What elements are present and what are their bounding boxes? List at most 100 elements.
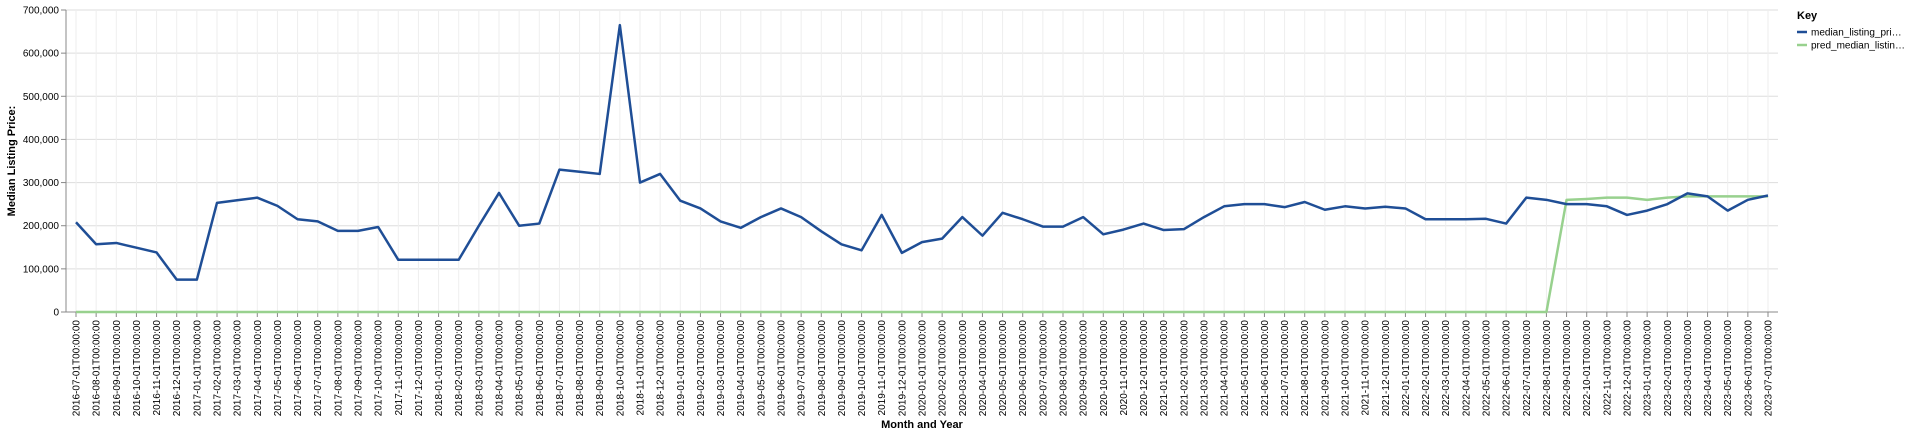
legend-label: pred_median_listin…: [1811, 41, 1905, 52]
x-tick-label: 2019-05-01T00:00:00: [756, 320, 767, 417]
y-tick-label: 400,000: [23, 135, 60, 146]
y-tick-label: 200,000: [23, 221, 60, 232]
y-tick-label: 0: [53, 308, 59, 319]
y-tick-label: 500,000: [23, 92, 60, 103]
x-tick-label: 2018-10-01T00:00:00: [615, 320, 626, 417]
x-tick-label: 2019-02-01T00:00:00: [696, 320, 707, 417]
x-tick-label: 2020-07-01T00:00:00: [1038, 320, 1049, 417]
x-tick-label: 2017-05-01T00:00:00: [273, 320, 284, 417]
x-tick-label: 2017-12-01T00:00:00: [414, 320, 425, 417]
x-tick-label: 2018-01-01T00:00:00: [434, 320, 445, 417]
x-tick-label: 2022-03-01T00:00:00: [1441, 320, 1452, 417]
y-tick-label: 700,000: [23, 6, 60, 17]
x-tick-label: 2023-05-01T00:00:00: [1723, 320, 1734, 417]
x-tick-label: 2019-12-01T00:00:00: [897, 320, 908, 417]
x-tick-label: 2020-05-01T00:00:00: [998, 320, 1009, 417]
series-line-pred-median-listing-price: [76, 195, 1768, 314]
x-tick-label: 2022-07-01T00:00:00: [1522, 320, 1533, 417]
x-tick-label: 2022-12-01T00:00:00: [1623, 320, 1634, 417]
x-tick-label: 2023-06-01T00:00:00: [1743, 320, 1754, 417]
x-tick-label: 2022-10-01T00:00:00: [1582, 320, 1593, 417]
x-tick-label: 2019-07-01T00:00:00: [797, 320, 808, 417]
x-tick-label: 2022-04-01T00:00:00: [1461, 320, 1472, 417]
x-tick-label: 2023-02-01T00:00:00: [1663, 320, 1674, 417]
x-tick-label: 2021-04-01T00:00:00: [1220, 320, 1231, 417]
x-tick-label: 2020-12-01T00:00:00: [1139, 320, 1150, 417]
x-tick-label: 2023-07-01T00:00:00: [1764, 320, 1775, 417]
legend: Key median_listing_pri… pred_median_listi…: [1797, 10, 1905, 52]
series-lines: [75, 23, 1769, 314]
x-tick-label: 2018-05-01T00:00:00: [515, 320, 526, 417]
x-tick-label: 2021-08-01T00:00:00: [1300, 320, 1311, 417]
x-tick-label: 2021-03-01T00:00:00: [1200, 320, 1211, 417]
x-tick-label: 2020-11-01T00:00:00: [1119, 320, 1130, 416]
x-tick-label: 2022-09-01T00:00:00: [1562, 320, 1573, 417]
x-tick-label: 2018-03-01T00:00:00: [474, 320, 485, 417]
x-axis: 2016-07-01T00:00:00 2016-08-01T00:00:00 20…: [66, 311, 1778, 417]
y-tick-label: 300,000: [23, 178, 60, 189]
x-tick-label: 2021-02-01T00:00:00: [1179, 320, 1190, 417]
x-tick-label: 2020-10-01T00:00:00: [1099, 320, 1110, 417]
series-line-median-listing-price: [75, 23, 1769, 281]
x-tick-label: 2017-04-01T00:00:00: [253, 320, 264, 417]
x-tick-label: 2016-08-01T00:00:00: [92, 320, 103, 417]
x-tick-label: 2019-06-01T00:00:00: [777, 320, 788, 417]
x-tick-label: 2018-09-01T00:00:00: [595, 320, 606, 417]
x-tick-label: 2022-02-01T00:00:00: [1421, 320, 1432, 417]
x-tick-label: 2021-05-01T00:00:00: [1240, 320, 1251, 417]
x-tick-label: 2017-03-01T00:00:00: [233, 320, 244, 417]
x-tick-label: 2017-07-01T00:00:00: [313, 320, 324, 417]
x-tick-label: 2021-01-01T00:00:00: [1159, 320, 1170, 417]
x-tick-label: 2021-11-01T00:00:00: [1361, 320, 1372, 416]
x-tick-label: 2018-07-01T00:00:00: [555, 320, 566, 417]
x-tick-label: 2020-01-01T00:00:00: [918, 320, 929, 417]
x-tick-label: 2021-09-01T00:00:00: [1320, 320, 1331, 417]
x-tick-label: 2016-12-01T00:00:00: [172, 320, 183, 417]
x-tick-label: 2020-06-01T00:00:00: [1018, 320, 1029, 417]
x-tick-label: 2021-10-01T00:00:00: [1341, 320, 1352, 417]
x-tick-label: 2023-03-01T00:00:00: [1683, 320, 1694, 417]
x-tick-label: 2018-12-01T00:00:00: [656, 320, 667, 417]
x-tick-label: 2022-01-01T00:00:00: [1401, 320, 1412, 417]
x-tick-label: 2016-09-01T00:00:00: [112, 320, 123, 417]
x-tick-label: 2017-02-01T00:00:00: [213, 320, 224, 417]
x-tick-label: 2016-10-01T00:00:00: [132, 320, 143, 417]
x-tick-label: 2018-04-01T00:00:00: [495, 320, 506, 417]
x-tick-label: 2020-04-01T00:00:00: [978, 320, 989, 417]
x-tick-label: 2017-06-01T00:00:00: [293, 320, 304, 417]
x-tick-label: 2016-07-01T00:00:00: [72, 320, 83, 417]
legend-title: Key: [1797, 10, 1818, 22]
x-tick-label: 2018-11-01T00:00:00: [636, 320, 647, 416]
x-axis-title: Month and Year: [881, 419, 963, 431]
x-tick-label: 2019-03-01T00:00:00: [716, 320, 727, 417]
x-tick-label: 2018-06-01T00:00:00: [535, 320, 546, 417]
x-tick-label: 2018-02-01T00:00:00: [454, 320, 465, 417]
x-tick-label: 2021-07-01T00:00:00: [1280, 320, 1291, 417]
y-tick-label: 600,000: [23, 49, 60, 60]
x-tick-label: 2017-11-01T00:00:00: [394, 320, 405, 416]
x-tick-label: 2019-01-01T00:00:00: [676, 320, 687, 417]
x-tick-label: 2022-06-01T00:00:00: [1502, 320, 1513, 417]
x-tick-label: 2019-09-01T00:00:00: [837, 320, 848, 417]
y-axis: 0 100,000 200,000 300,000 400,000 500,000 600,…: [23, 6, 67, 319]
x-tick-label: 2019-10-01T00:00:00: [857, 320, 868, 417]
x-tick-label: 2017-09-01T00:00:00: [354, 320, 365, 417]
y-axis-title: Median Listing Price:: [6, 106, 18, 217]
x-tick-label: 2022-05-01T00:00:00: [1482, 320, 1493, 417]
x-tick-label: 2017-01-01T00:00:00: [192, 320, 203, 417]
x-tick-label: 2022-11-01T00:00:00: [1602, 320, 1613, 416]
x-tick-label: 2017-10-01T00:00:00: [374, 320, 385, 417]
x-tick-label: 2020-02-01T00:00:00: [938, 320, 949, 417]
y-tick-label: 100,000: [23, 264, 60, 275]
x-tick-label: 2017-08-01T00:00:00: [333, 320, 344, 417]
x-tick-label: 2022-08-01T00:00:00: [1542, 320, 1553, 417]
x-tick-label: 2019-04-01T00:00:00: [736, 320, 747, 417]
x-tick-label: 2020-03-01T00:00:00: [958, 320, 969, 417]
x-tick-label: 2019-08-01T00:00:00: [817, 320, 828, 417]
x-tick-label: 2020-08-01T00:00:00: [1059, 320, 1070, 417]
x-tick-label: 2023-01-01T00:00:00: [1643, 320, 1654, 417]
x-tick-label: 2021-06-01T00:00:00: [1260, 320, 1271, 417]
x-tick-label: 2020-09-01T00:00:00: [1079, 320, 1090, 417]
gridlines: [66, 9, 1778, 313]
